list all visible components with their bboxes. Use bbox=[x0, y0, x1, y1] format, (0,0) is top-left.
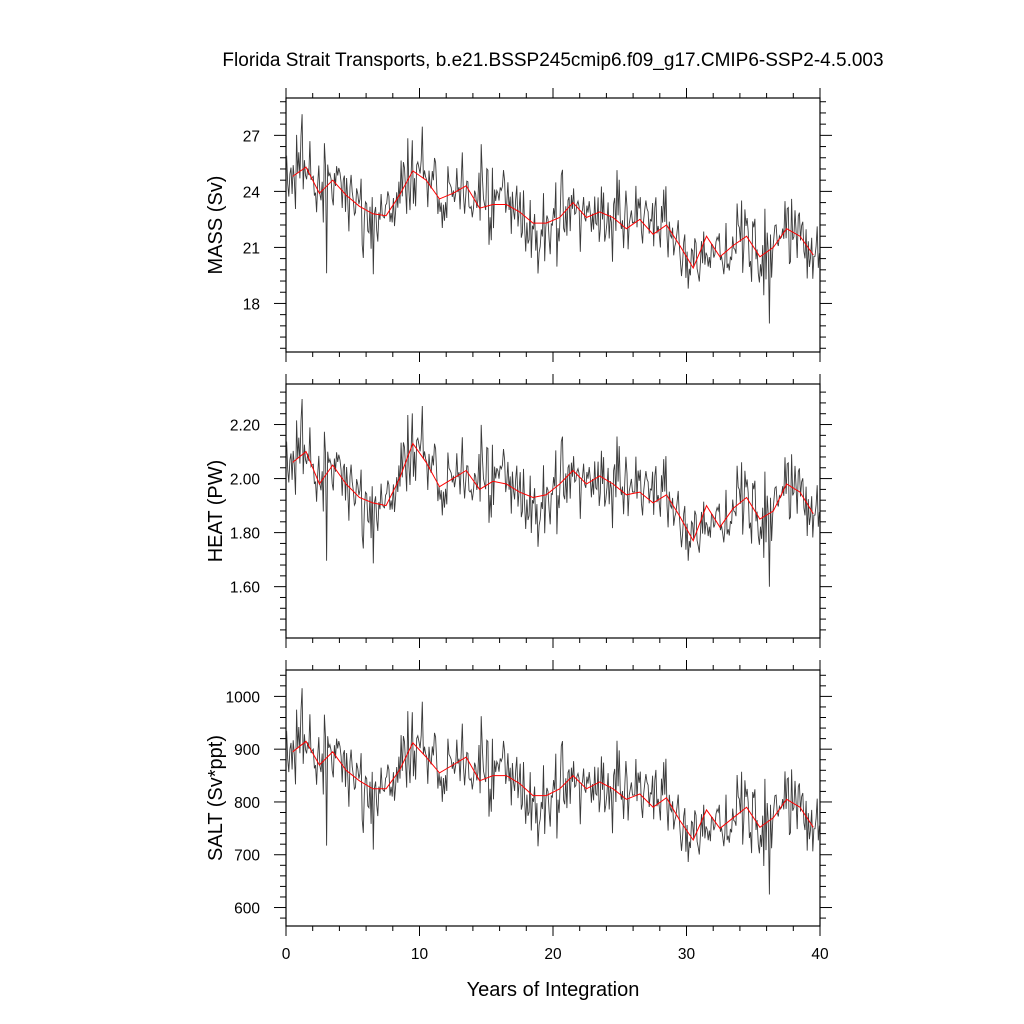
y-axis-label: SALT (Sv*ppt) bbox=[205, 735, 227, 861]
panel-3: 600 700 800 900 1000 SALT (Sv*ppt) 0 10 20 30 40 bbox=[205, 660, 832, 963]
y-tick-label: 24 bbox=[243, 184, 261, 201]
panel-frame bbox=[285, 669, 821, 927]
annual-mean-line bbox=[292, 166, 814, 270]
y-tick-label: 2.20 bbox=[230, 418, 261, 435]
y-tick-label: 2.00 bbox=[230, 472, 261, 489]
y-axis-label: MASS (Sv) bbox=[205, 176, 227, 275]
y-tick-label: 900 bbox=[234, 742, 260, 759]
y-axis-label: HEAT (PW) bbox=[205, 460, 227, 563]
y-tick-label: 800 bbox=[234, 795, 260, 812]
panel-2: 1.60 1.80 2.00 2.20 HEAT (PW) bbox=[205, 374, 832, 648]
chart-title: Florida Strait Transports, b.e21.BSSP245… bbox=[222, 50, 883, 71]
panels-group: 18 21 24 27 MASS (Sv) 1.60 1.80 2.00 2.20 HEAT (P… bbox=[205, 88, 832, 963]
y-tick-label: 1000 bbox=[226, 689, 261, 706]
panel-frame bbox=[285, 97, 821, 353]
y-tick-label: 700 bbox=[234, 848, 260, 865]
y-tick-label: 27 bbox=[243, 128, 260, 145]
y-tick-label: 21 bbox=[243, 240, 260, 257]
panel-1: 18 21 24 27 MASS (Sv) bbox=[205, 88, 832, 362]
panel-frame bbox=[285, 383, 821, 639]
y-tick-label: 600 bbox=[234, 901, 260, 918]
x-tick-label: 0 bbox=[282, 946, 291, 963]
y-tick-label: 1.80 bbox=[230, 526, 261, 543]
monthly-series-line bbox=[286, 688, 820, 895]
x-tick-label: 20 bbox=[544, 946, 562, 963]
x-tick-label: 40 bbox=[811, 946, 829, 963]
monthly-series-line bbox=[286, 114, 820, 324]
y-tick-label: 1.60 bbox=[230, 580, 261, 597]
x-axis-label: Years of Integration bbox=[467, 979, 640, 1001]
x-tick-label: 30 bbox=[678, 946, 696, 963]
annual-mean-line bbox=[292, 740, 814, 842]
y-tick-label: 18 bbox=[243, 296, 260, 313]
annual-mean-line bbox=[292, 442, 814, 542]
x-tick-label: 10 bbox=[411, 946, 429, 963]
monthly-series-line bbox=[286, 398, 820, 587]
